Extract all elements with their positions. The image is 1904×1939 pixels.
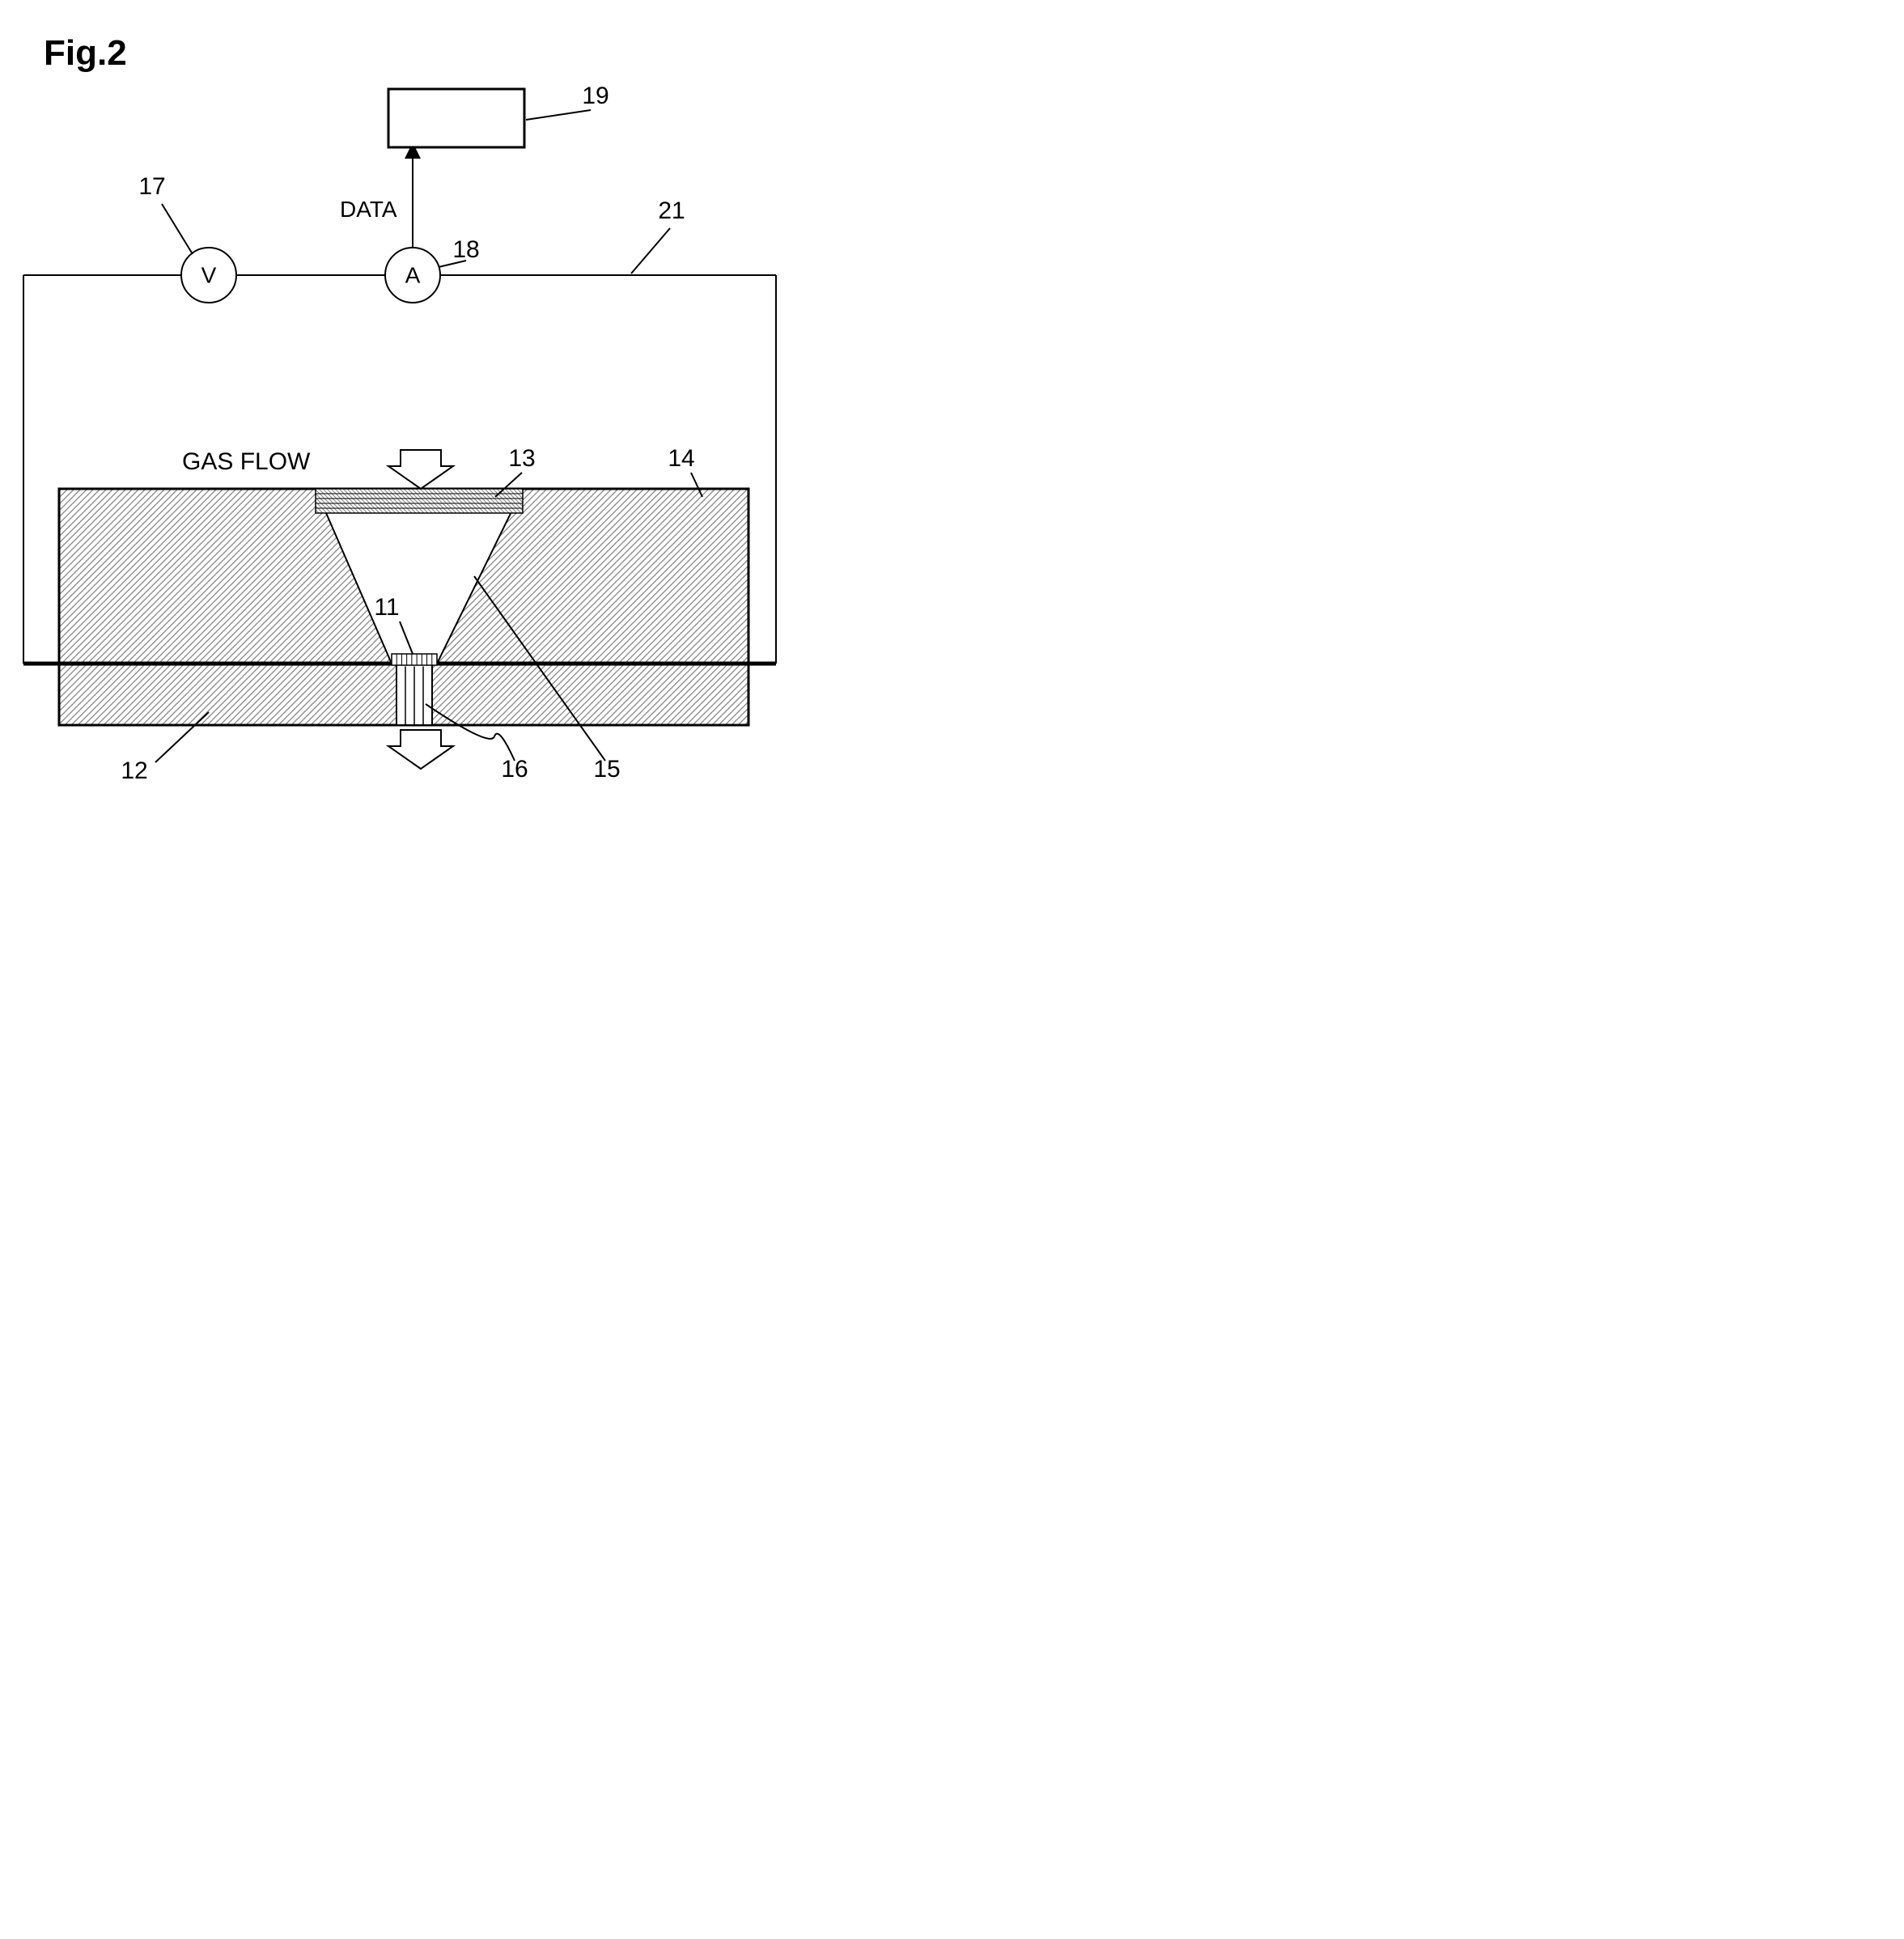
body-14	[59, 489, 748, 664]
svg-text:V: V	[201, 263, 217, 288]
data-box-19	[388, 89, 524, 147]
callout-21: 21	[631, 197, 685, 274]
voltmeter: V	[181, 248, 236, 303]
gas-arrow-top	[388, 450, 453, 489]
callout-17: 17	[138, 173, 193, 254]
ammeter: A	[385, 248, 440, 303]
figure-label: Fig.2	[44, 33, 127, 73]
svg-text:A: A	[405, 263, 421, 288]
callout-number: 16	[501, 756, 528, 783]
callout-number: 21	[658, 197, 685, 224]
mesh-11	[392, 654, 437, 665]
callout-number: 15	[593, 756, 620, 783]
gas-arrow-bottom	[388, 730, 453, 769]
callout-number: 19	[582, 83, 609, 109]
callout-number: 12	[121, 757, 147, 784]
callout-number: 11	[374, 594, 399, 621]
gas-flow-label: GAS FLOW	[182, 448, 311, 475]
callout-18: 18	[439, 236, 480, 267]
mesh-13	[316, 489, 523, 513]
body-12	[59, 664, 748, 725]
callout-number: 17	[138, 173, 165, 200]
callout-number: 13	[508, 445, 535, 472]
callout-number: 18	[452, 236, 479, 263]
data-label: DATA	[340, 197, 397, 222]
callout-19: 19	[526, 83, 609, 120]
callout-number: 14	[668, 445, 694, 472]
